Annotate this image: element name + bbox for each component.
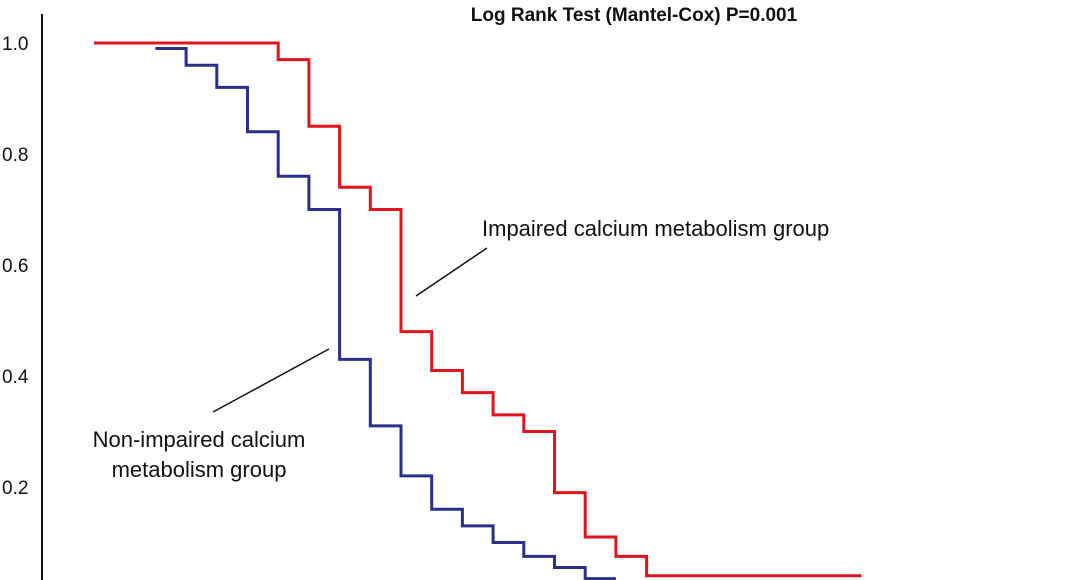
y-tick-label: 0.6 <box>2 256 28 277</box>
annotation-non-impaired-line-1: Non-impaired calcium <box>93 427 306 452</box>
series-line-non-impaired <box>155 47 616 580</box>
series-line-impaired <box>94 41 862 578</box>
annotation-non-impaired-leader <box>212 348 330 413</box>
y-tick-label: 0.2 <box>2 478 28 499</box>
y-tick-labels: 1.0 0.8 0.6 0.4 0.2 <box>2 34 29 499</box>
y-tick-label: 1.0 <box>2 34 28 55</box>
y-tick-label: 0.8 <box>2 145 28 166</box>
annotation-impaired: Impaired calcium metabolism group <box>415 216 829 297</box>
chart-title: Log Rank Test (Mantel-Cox) P=0.001 <box>471 5 798 26</box>
annotation-non-impaired-line-2: metabolism group <box>112 457 287 482</box>
annotation-impaired-leader <box>415 247 488 297</box>
y-tick-label: 0.4 <box>2 367 29 388</box>
annotation-impaired-line-1: Impaired calcium metabolism group <box>482 216 829 241</box>
annotation-non-impaired: Non-impaired calcium metabolism group <box>93 348 330 482</box>
series-group <box>94 41 862 580</box>
